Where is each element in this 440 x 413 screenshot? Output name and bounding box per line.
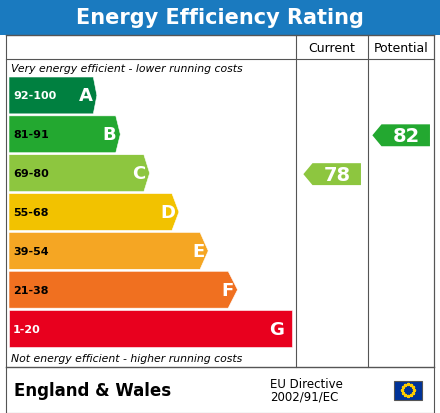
- Polygon shape: [371, 124, 431, 148]
- Text: 69-80: 69-80: [13, 169, 49, 179]
- Polygon shape: [9, 311, 292, 347]
- Text: G: G: [269, 320, 284, 338]
- Text: Current: Current: [308, 41, 356, 55]
- Polygon shape: [9, 155, 150, 192]
- Text: 21-38: 21-38: [13, 285, 48, 295]
- Polygon shape: [9, 116, 121, 153]
- Text: A: A: [79, 87, 93, 105]
- Text: Not energy efficient - higher running costs: Not energy efficient - higher running co…: [11, 353, 242, 363]
- Text: B: B: [103, 126, 116, 144]
- Polygon shape: [9, 272, 238, 309]
- Text: England & Wales: England & Wales: [14, 381, 171, 399]
- Text: 82: 82: [392, 126, 420, 145]
- Text: 81-91: 81-91: [13, 130, 49, 140]
- Text: 55-68: 55-68: [13, 207, 48, 218]
- Text: D: D: [160, 204, 175, 221]
- Text: Very energy efficient - lower running costs: Very energy efficient - lower running co…: [11, 64, 242, 74]
- Text: Potential: Potential: [374, 41, 429, 55]
- Text: E: E: [192, 242, 204, 260]
- Polygon shape: [9, 233, 208, 270]
- Text: C: C: [132, 165, 146, 183]
- Polygon shape: [9, 78, 97, 114]
- Bar: [394, 380, 422, 399]
- Text: 1-20: 1-20: [13, 324, 41, 334]
- Text: 92-100: 92-100: [13, 91, 56, 101]
- Text: 2002/91/EC: 2002/91/EC: [270, 389, 338, 403]
- Text: 78: 78: [323, 165, 351, 184]
- Text: Energy Efficiency Rating: Energy Efficiency Rating: [76, 8, 364, 28]
- Text: 39-54: 39-54: [13, 246, 49, 256]
- Bar: [0, 0, 440, 36]
- Text: EU Directive: EU Directive: [270, 377, 343, 391]
- Bar: [0, 367, 440, 413]
- Polygon shape: [9, 194, 179, 231]
- Text: F: F: [221, 281, 234, 299]
- Polygon shape: [302, 163, 362, 187]
